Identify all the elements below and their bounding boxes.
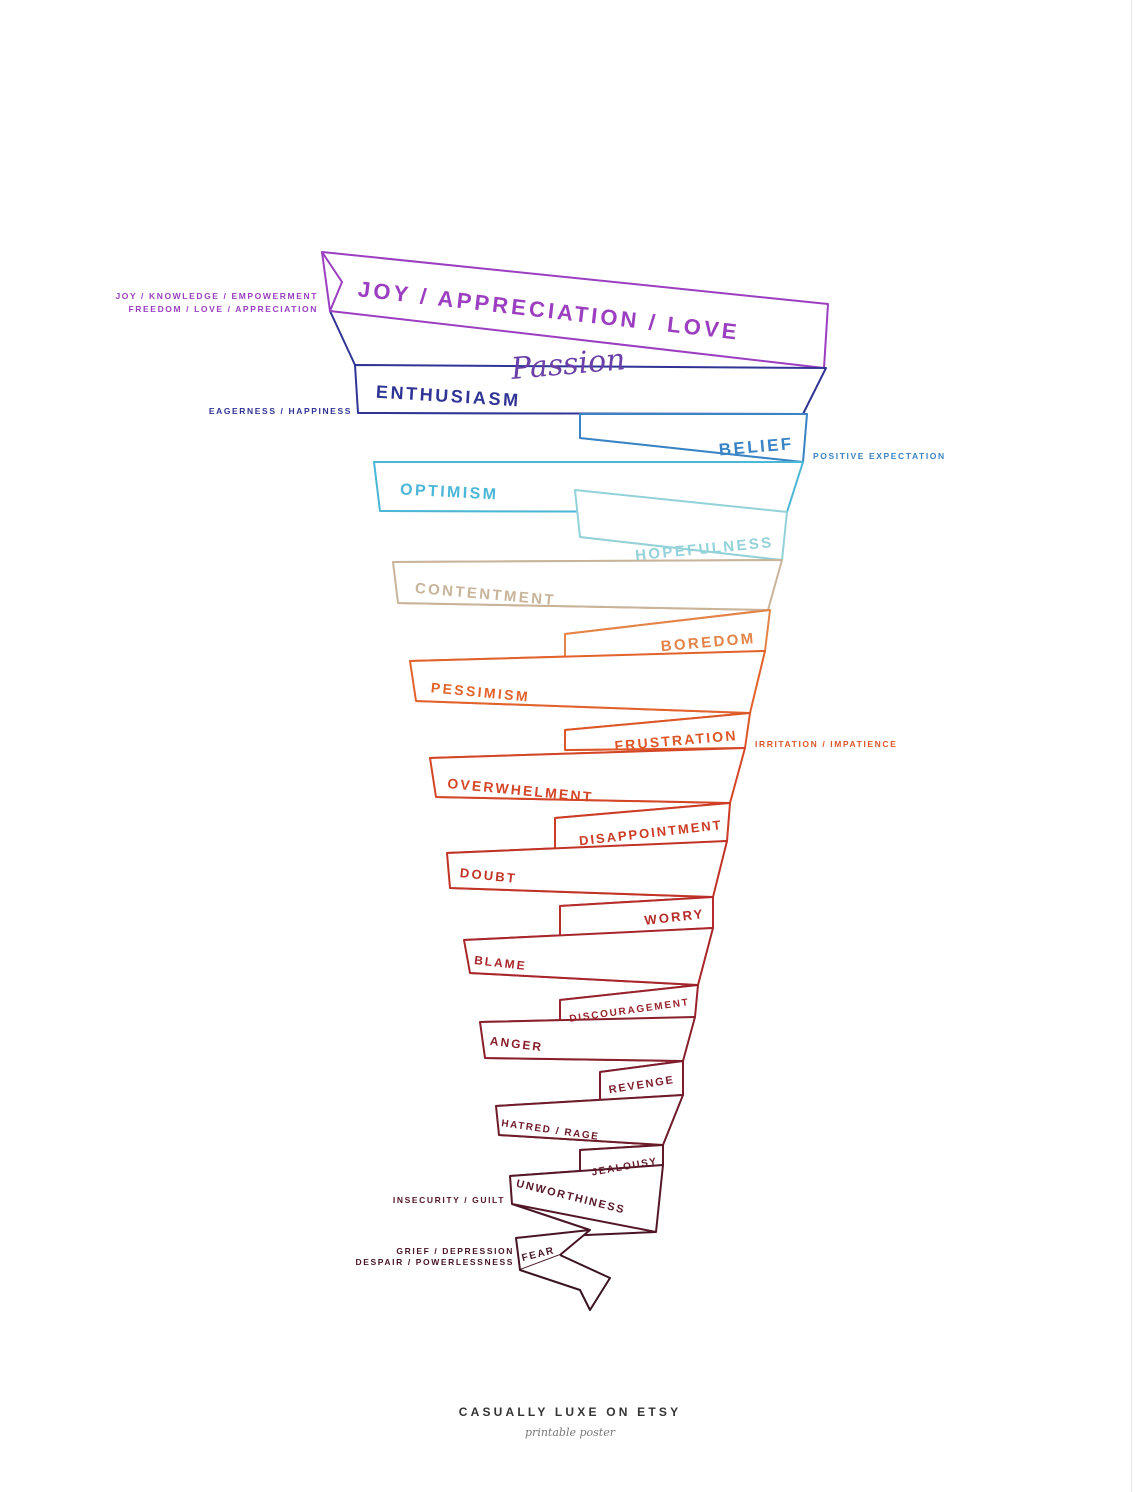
ribbon-notch: [321, 251, 344, 312]
right-frame-edge: [1131, 0, 1132, 1492]
footer-title: CASUALLY LUXE ON ETSY: [459, 1405, 682, 1419]
side-note: GRIEF / DEPRESSION: [396, 1246, 514, 1256]
band-label: DOUBT: [459, 865, 517, 886]
ribbon-tail: [519, 1254, 611, 1311]
side-notes: JOY / KNOWLEDGE / EMPOWERMENT FREEDOM / L…: [115, 291, 946, 1267]
side-note: INSECURITY / GUILT: [393, 1195, 505, 1205]
side-note: POSITIVE EXPECTATION: [813, 451, 946, 461]
ribbon-band: [509, 1164, 664, 1233]
band-label: BLAME: [473, 953, 527, 973]
side-note: IRRITATION / IMPATIENCE: [755, 739, 897, 749]
side-note: DESPAIR / POWERLESSNESS: [356, 1257, 515, 1267]
band-label: ANGER: [489, 1034, 544, 1054]
band-label: WORRY: [644, 906, 706, 928]
side-note: JOY / KNOWLEDGE / EMPOWERMENT: [115, 291, 318, 301]
footer-subtitle: printable poster: [525, 1426, 616, 1439]
side-note: EAGERNESS / HAPPINESS: [209, 406, 352, 416]
band-label: OPTIMISM: [400, 481, 499, 503]
side-note: FREEDOM / LOVE / APPRECIATION: [129, 304, 319, 314]
ribbon: [321, 251, 829, 1311]
